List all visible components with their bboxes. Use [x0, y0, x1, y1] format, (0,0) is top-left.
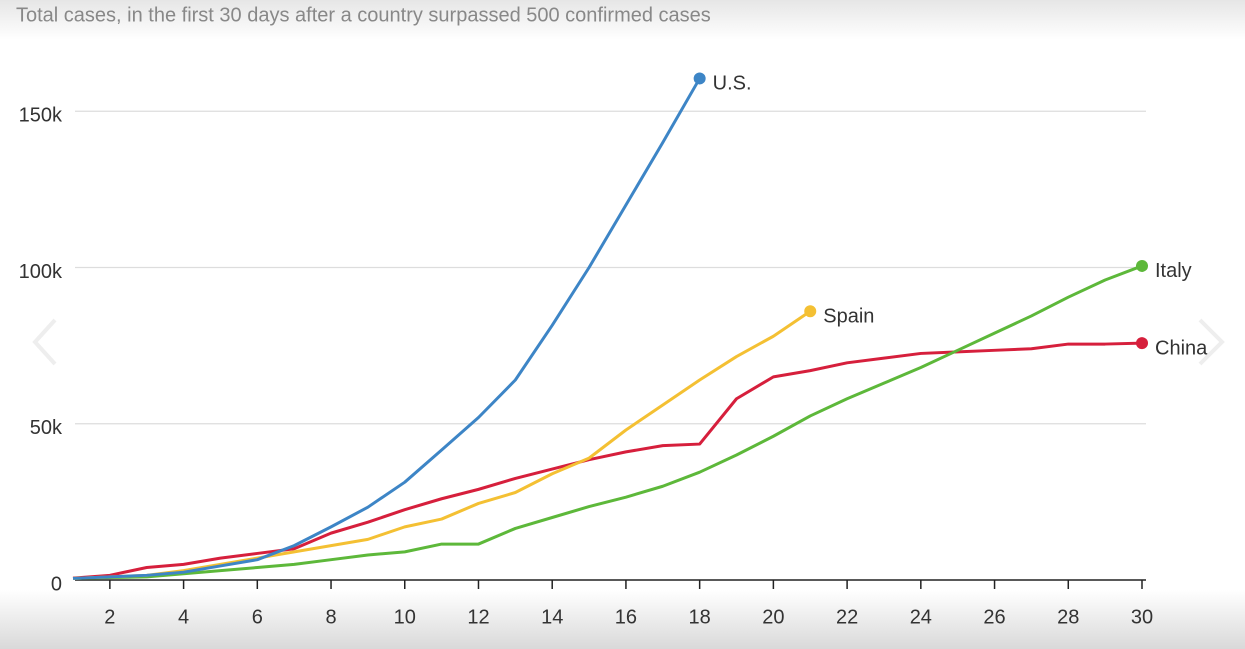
- end-dot: [1136, 337, 1148, 350]
- y-tick-label: 100k: [19, 261, 63, 283]
- y-tick-label: 0: [51, 573, 62, 595]
- x-tick-label: 12: [467, 606, 489, 628]
- series-label: Italy: [1155, 260, 1192, 282]
- y-tick-label: 50k: [30, 417, 63, 439]
- x-tick-label: 6: [252, 606, 263, 628]
- x-tick-label: 4: [178, 606, 189, 628]
- series-line: [72, 264, 1143, 580]
- x-tick-label: 20: [762, 606, 784, 628]
- x-tick-label: 8: [325, 606, 336, 628]
- end-dot: [1136, 259, 1148, 272]
- chart-title: Total cases, in the first 30 days after …: [16, 4, 711, 26]
- x-tick-label: 24: [910, 606, 932, 628]
- end-dot: [804, 305, 817, 318]
- series-label: Spain: [823, 306, 874, 328]
- x-tick-label: 22: [836, 606, 858, 628]
- x-tick-label: 30: [1131, 606, 1153, 628]
- x-tick-label: 26: [983, 606, 1005, 628]
- series-label: China: [1155, 337, 1208, 359]
- y-tick-label: 150k: [19, 105, 63, 127]
- bottom-shade: [0, 590, 1245, 649]
- x-tick-label: 14: [541, 606, 563, 628]
- prev-arrow[interactable]: [32, 318, 57, 366]
- top-shade: [0, 0, 1245, 40]
- series-line: [72, 77, 701, 580]
- series-line: [72, 341, 1143, 580]
- next-arrow[interactable]: [1198, 318, 1225, 366]
- series-line: [72, 310, 812, 580]
- x-tick-label: 2: [104, 606, 115, 628]
- x-tick-label: 28: [1057, 606, 1079, 628]
- x-tick-label: 16: [615, 606, 637, 628]
- series-label: U.S.: [713, 73, 752, 95]
- x-tick-label: 18: [689, 606, 711, 628]
- end-dot: [693, 72, 706, 85]
- x-tick-label: 10: [394, 606, 416, 628]
